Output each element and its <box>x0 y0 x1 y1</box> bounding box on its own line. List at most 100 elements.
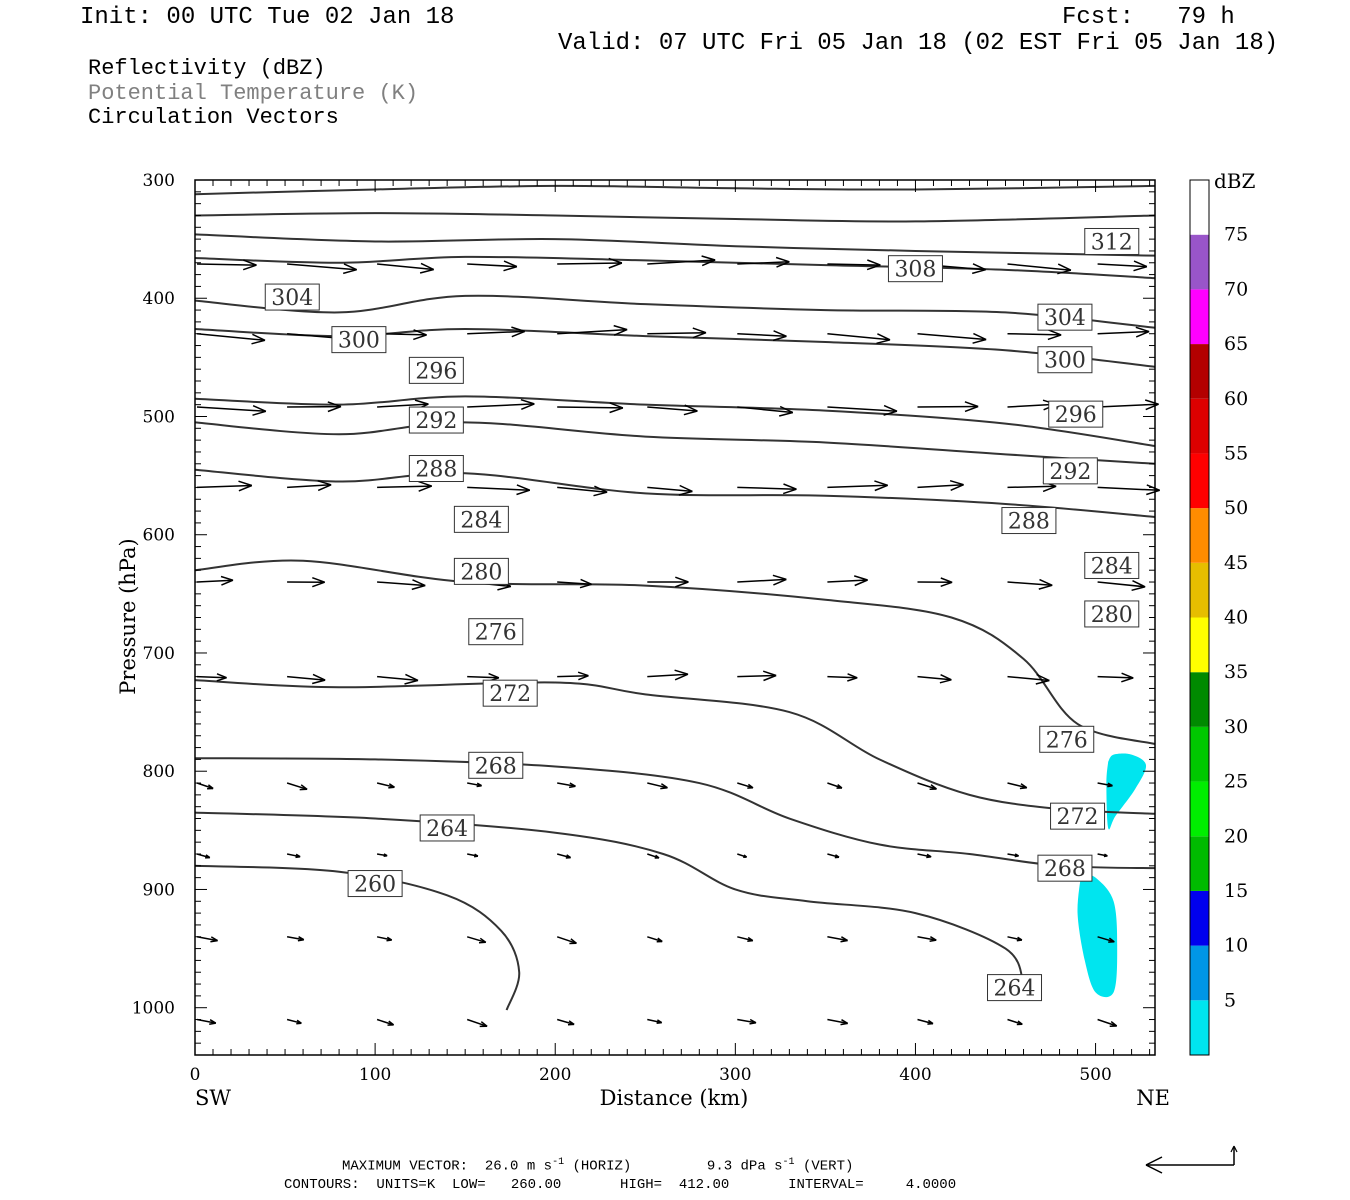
circulation-vector <box>557 257 623 269</box>
contour-label: 312 <box>1091 230 1133 255</box>
circulation-vector <box>1007 782 1028 790</box>
circulation-vector <box>827 575 868 587</box>
colorbar-swatch <box>1190 508 1209 563</box>
max-vector-label: MAXIMUM VECTOR: <box>342 1158 469 1175</box>
circulation-vector <box>196 673 227 682</box>
theta-contour-268 <box>194 757 1156 870</box>
colorbar-swatch <box>1190 180 1209 235</box>
contour-label-box <box>408 455 464 483</box>
forecast-hour: Fcst: 79 h <box>1062 4 1235 31</box>
colorbar-label: 35 <box>1224 661 1248 683</box>
contour-label: 300 <box>338 329 380 354</box>
circulation-vector <box>467 484 531 496</box>
circulation-vector <box>917 1018 934 1025</box>
circulation-vector <box>827 782 843 789</box>
circulation-vector <box>737 670 777 682</box>
contour-label: 296 <box>1055 403 1097 428</box>
plot-frame <box>194 179 1156 1056</box>
colorbar-label: 45 <box>1224 552 1248 574</box>
circulation-vector <box>737 1018 757 1025</box>
reflectivity-area <box>1106 753 1147 830</box>
circulation-vector <box>827 936 848 943</box>
colorbar-swatch <box>1190 672 1209 727</box>
contour-label-box <box>1001 507 1057 535</box>
circulation-vector <box>917 782 937 791</box>
contour-label: 264 <box>426 817 468 842</box>
x-axis-label: Distance (km) <box>600 1086 749 1110</box>
circulation-vector <box>827 259 881 271</box>
circulation-vector <box>917 577 953 588</box>
contour-label-box <box>887 255 943 283</box>
circulation-vector <box>1097 782 1113 788</box>
contour-label: 304 <box>1044 306 1086 331</box>
circulation-vector <box>377 480 432 492</box>
contour-label-box <box>1037 854 1093 882</box>
circulation-vector <box>466 1018 488 1028</box>
contours-note: CONTOURS: UNITS=K LOW= 260.00 HIGH= 412.… <box>284 1177 957 1193</box>
circulation-vector <box>287 576 325 588</box>
colorbar-swatch <box>1190 781 1209 837</box>
circulation-vector <box>1097 580 1146 592</box>
circulation-vector <box>557 485 608 497</box>
circulation-vector <box>1097 484 1160 496</box>
circulation-vector <box>827 332 891 345</box>
contour-label: 276 <box>475 621 517 646</box>
colorbar-swatch <box>1190 836 1209 891</box>
circulation-vector <box>1007 853 1019 858</box>
circulation-vector <box>556 936 577 945</box>
theta-contour-272 <box>194 679 1156 815</box>
contour-label: 292 <box>1049 460 1091 485</box>
x-tick-label: 300 <box>719 1065 751 1085</box>
colorbar-swatch <box>1190 344 1209 399</box>
contour-label-box <box>1084 551 1140 579</box>
contour-label-box <box>1042 457 1098 485</box>
circulation-vector <box>556 1018 575 1026</box>
contour-label-box <box>347 870 403 898</box>
circulation-vector <box>376 853 388 858</box>
contour-label-box <box>1037 303 1093 331</box>
circulation-vector <box>286 936 305 942</box>
contour-label-box <box>1084 227 1140 255</box>
circulation-vector <box>1007 1018 1023 1026</box>
init-time: Init: 00 UTC Tue 02 Jan 18 <box>80 4 455 31</box>
circulation-vector <box>1007 673 1050 685</box>
colorbar-label: 30 <box>1224 716 1248 738</box>
y-tick-label: 500 <box>143 407 175 427</box>
reflectivity-area <box>1077 874 1118 998</box>
contour-label: 308 <box>894 258 936 283</box>
circulation-vector <box>647 1018 663 1025</box>
circulation-vector <box>467 326 525 338</box>
x-right-end-label: NE <box>1136 1086 1170 1110</box>
circulation-vector <box>917 479 964 491</box>
circulation-vector <box>647 404 698 416</box>
y-tick-label: 1000 <box>132 999 175 1019</box>
colorbar-swatch <box>1190 398 1209 454</box>
circulation-vector <box>287 401 342 413</box>
contour-label-box <box>482 679 538 707</box>
circulation-vector <box>286 853 301 859</box>
contour-label: 288 <box>1008 510 1050 535</box>
contour-label-box <box>264 283 320 311</box>
circulation-vector <box>467 853 479 858</box>
max-vector-vertical-unit: (VERT) <box>802 1158 854 1175</box>
colorbar-label: 15 <box>1224 880 1248 902</box>
theta-contour-296 <box>194 294 1156 329</box>
y-tick-label: 700 <box>143 644 175 664</box>
circulation-vector <box>647 853 660 859</box>
contour-label: 284 <box>1091 554 1133 579</box>
colorbar-swatch <box>1190 562 1209 618</box>
circulation-vector <box>647 782 668 790</box>
circulation-vector <box>647 484 693 496</box>
colorbar-label: 65 <box>1224 333 1248 355</box>
colorbar-label: 75 <box>1224 224 1248 246</box>
circulation-vector <box>917 674 952 684</box>
circulation-vector <box>647 255 716 267</box>
colorbar-label: 20 <box>1224 825 1248 847</box>
max-vector-note: MAXIMUM VECTOR: 26.0 m s-1 (HORIZ) 9.3 d… <box>342 1157 854 1175</box>
circulation-vector <box>286 782 308 791</box>
circulation-vector <box>1097 1018 1118 1027</box>
circulation-vector <box>196 782 214 790</box>
circulation-vector <box>737 405 794 417</box>
circulation-vector <box>737 483 797 495</box>
contour-label-box <box>1037 346 1093 374</box>
